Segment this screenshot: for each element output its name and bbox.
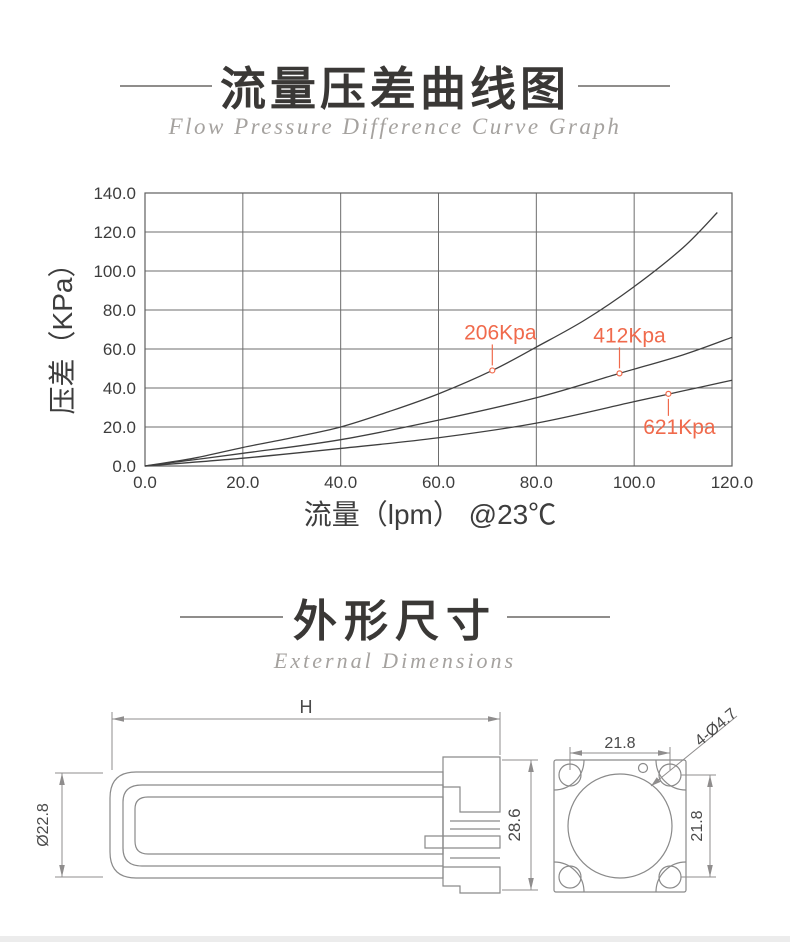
dimension-hole-spacing-top: 21.8 — [569, 735, 671, 770]
external-dimensions-drawing: H Ø22.8 — [35, 697, 740, 894]
curve-412Kpa — [144, 336, 733, 467]
port-flange-section — [424, 756, 501, 894]
dim-label-hole-spacing-right: 21.8 — [689, 810, 706, 841]
dim-label-holes: 4-Ø4.7 — [692, 705, 740, 750]
capsule-wall-hatched — [109, 771, 444, 879]
section2-title: 外形尺寸 — [293, 597, 497, 646]
y-tick-label: 0.0 — [112, 457, 136, 476]
section2-subtitle: External Dimensions — [273, 648, 517, 673]
flow-pressure-chart: 0.0 20.0 40.0 60.0 80.0 100.0 120.0 140.0 0.0 20.… — [47, 184, 754, 530]
bolt-hole — [658, 865, 682, 889]
y-tick-label: 120.0 — [93, 223, 136, 242]
annotation-marker — [616, 370, 623, 377]
section1-subtitle: Flow Pressure Difference Curve Graph — [168, 114, 622, 139]
y-tick-label: 80.0 — [103, 301, 136, 320]
x-tick-label: 20.0 — [226, 473, 259, 492]
annotation-label: 412Kpa — [593, 324, 666, 347]
x-axis-title: 流量（lpm） @23℃ — [304, 499, 556, 530]
y-tick-label: 100.0 — [93, 262, 136, 281]
section1-header: 流量压差曲线图 — [0, 62, 790, 115]
annotation-marker — [489, 367, 496, 374]
central-bore-circle — [567, 773, 673, 879]
dim-label-flange-height: 28.6 — [505, 808, 524, 841]
corner-arc — [553, 759, 585, 791]
flange-end-view: 21.8 21.8 4-Ø4.7 — [553, 705, 740, 893]
x-tick-label: 80.0 — [520, 473, 553, 492]
annotation-label: 621Kpa — [643, 416, 716, 439]
corner-arc — [655, 861, 687, 893]
section1-title: 流量压差曲线图 — [220, 63, 570, 115]
y-tick-label: 60.0 — [103, 340, 136, 359]
alignment-pin-hole — [637, 762, 649, 774]
filter-media-stippled — [122, 784, 444, 867]
bolt-hole — [558, 865, 582, 889]
flange-square-outline — [553, 759, 687, 893]
section2-header: 外形尺寸 — [0, 592, 790, 646]
next-section-edge — [0, 936, 790, 942]
corner-arc — [553, 861, 585, 893]
corner-arc — [655, 759, 687, 791]
dim-label-H: H — [300, 697, 313, 717]
dimension-length-H: H — [111, 697, 501, 770]
y-tick-label: 20.0 — [103, 418, 136, 437]
dimension-flange-height: 28.6 — [502, 759, 538, 891]
y-axis-title: 压差（KPa） — [47, 250, 78, 415]
plot-border — [144, 192, 733, 467]
title-rule-right — [507, 616, 610, 618]
x-tick-label: 40.0 — [324, 473, 357, 492]
y-tick-label: 40.0 — [103, 379, 136, 398]
title-rule-right — [578, 85, 670, 87]
capsule-cavity — [134, 796, 444, 855]
x-tick-label: 100.0 — [613, 473, 656, 492]
dim-label-hole-spacing-top: 21.8 — [604, 735, 635, 752]
dim-label-diameter: Ø22.8 — [35, 803, 52, 847]
x-tick-label: 0.0 — [133, 473, 157, 492]
dimension-hole-spacing-right: 21.8 — [681, 774, 716, 878]
y-tick-label: 140.0 — [93, 184, 136, 203]
callout-bolt-holes: 4-Ø4.7 — [650, 705, 740, 787]
curve-206Kpa — [144, 212, 718, 467]
title-rule-left — [120, 85, 212, 87]
x-tick-label: 120.0 — [711, 473, 754, 492]
title-rule-left — [180, 616, 283, 618]
annotation-marker — [665, 390, 672, 397]
annotation-label: 206Kpa — [464, 321, 537, 344]
x-tick-label: 60.0 — [422, 473, 455, 492]
capsule-section-view: H Ø22.8 — [35, 697, 538, 894]
dimension-diameter: Ø22.8 — [35, 772, 103, 878]
